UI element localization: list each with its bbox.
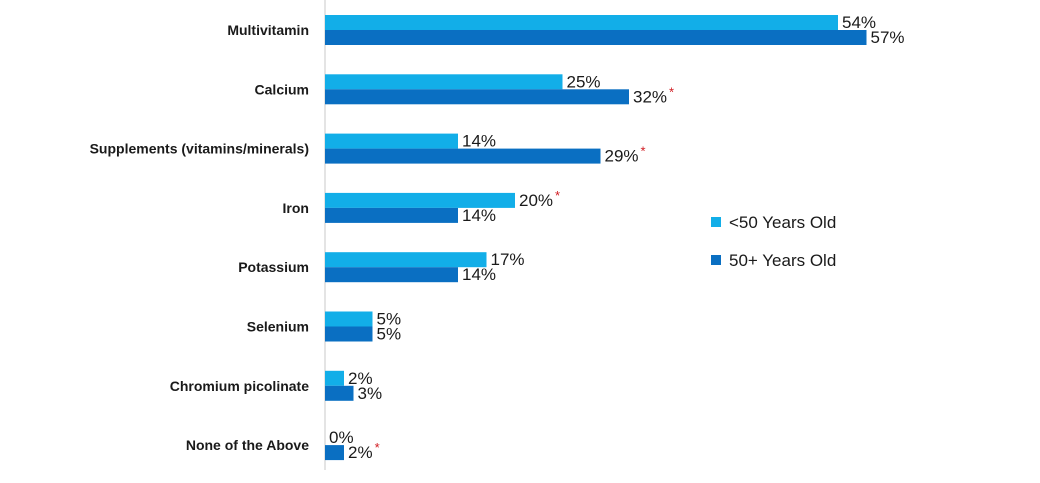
- bar-under-50: [325, 15, 838, 30]
- value-label: 32%: [633, 87, 667, 106]
- value-label: 3%: [358, 384, 383, 403]
- legend-swatch: [711, 255, 721, 265]
- legend: <50 Years Old 50+ Years Old: [711, 213, 836, 270]
- category-label: Multivitamin: [227, 22, 309, 38]
- significance-marker: *: [375, 440, 380, 455]
- category-label: Chromium picolinate: [170, 378, 309, 394]
- bar-under-50: [325, 370, 344, 386]
- value-label: 2%: [348, 369, 373, 388]
- value-label: 14%: [462, 132, 496, 151]
- bar-50-plus: [325, 148, 601, 164]
- legend-label: <50 Years Old: [729, 213, 836, 232]
- bar-50-plus: [325, 385, 354, 401]
- category-label: Supplements (vitamins/minerals): [90, 141, 309, 157]
- value-label: 25%: [567, 72, 601, 91]
- value-label: 29%: [605, 147, 639, 166]
- bar-50-plus: [325, 89, 629, 105]
- significance-marker: *: [641, 144, 646, 159]
- value-label: 14%: [462, 265, 496, 284]
- significance-marker: *: [669, 84, 674, 99]
- bar-under-50: [325, 74, 563, 90]
- category-label: Potassium: [238, 259, 309, 275]
- legend-label: 50+ Years Old: [729, 251, 836, 270]
- value-label: 0%: [329, 428, 354, 447]
- bars: [325, 15, 867, 461]
- value-label: 20%: [519, 191, 553, 210]
- value-label: 5%: [377, 325, 402, 344]
- value-label: 2%: [348, 443, 373, 462]
- bar-50-plus: [325, 30, 867, 45]
- bar-under-50: [325, 311, 373, 327]
- value-labels: 54%57%25%32% *14%29% *20% *14%17%14%5%5%2%3…: [329, 13, 905, 462]
- category-label: None of the Above: [186, 437, 309, 453]
- category-labels: Multivitamin Calcium Supplements (vitamins…: [90, 22, 310, 453]
- value-label: 14%: [462, 206, 496, 225]
- bar-50-plus: [325, 207, 458, 223]
- bar-50-plus: [325, 445, 344, 461]
- category-label: Selenium: [247, 319, 309, 335]
- value-label: 57%: [871, 28, 905, 47]
- value-label: 17%: [491, 250, 525, 269]
- significance-marker: *: [555, 188, 560, 203]
- bar-50-plus: [325, 326, 373, 342]
- value-label: 54%: [842, 13, 876, 32]
- category-label: Calcium: [255, 81, 309, 97]
- bar-under-50: [325, 252, 487, 268]
- bar-50-plus: [325, 267, 458, 283]
- bar-under-50: [325, 133, 458, 149]
- category-label: Iron: [283, 200, 309, 216]
- legend-swatch: [711, 217, 721, 227]
- value-label: 5%: [377, 310, 402, 329]
- bar-under-50: [325, 192, 515, 208]
